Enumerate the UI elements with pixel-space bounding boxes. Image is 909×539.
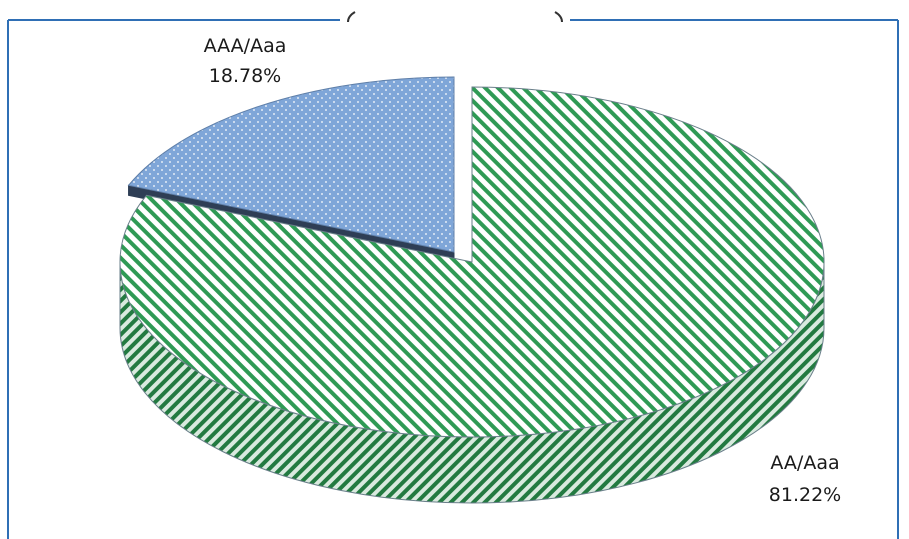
pie-slice-aa	[119, 86, 825, 438]
pie-slice-aaa	[127, 76, 455, 253]
label-aaa-value: 18.78%	[209, 65, 281, 87]
title-paren-left	[347, 11, 356, 23]
slices-layer	[119, 76, 825, 504]
label-aaa-name: AAA/Aaa	[204, 35, 287, 57]
label-aa-name: AA/Aaa	[770, 452, 839, 474]
label-aa-value: 81.22%	[769, 484, 841, 506]
title-paren-right	[554, 11, 563, 23]
labels-layer: AAA/Aaa 18.78% AA/Aaa 81.22%	[204, 35, 842, 506]
